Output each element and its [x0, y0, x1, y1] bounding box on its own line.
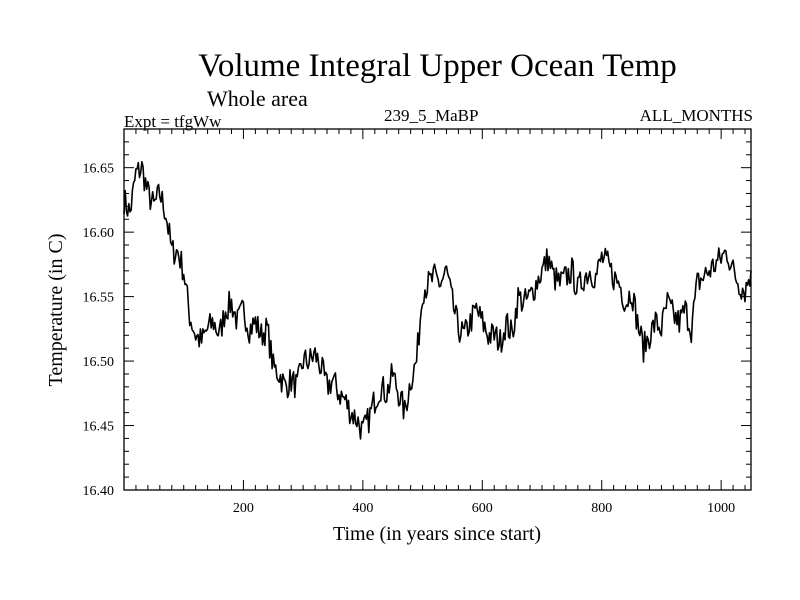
y-tick-label: 16.60 [83, 226, 115, 241]
axis-ticks [124, 129, 751, 490]
x-axis-label: Time (in years since start) [333, 523, 541, 545]
y-tick-label: 16.40 [83, 484, 115, 499]
y-axis-label: Temperature (in C) [45, 234, 67, 387]
x-tick-label: 600 [472, 501, 493, 516]
y-tick-label: 16.55 [83, 291, 115, 306]
chart-title: Volume Integral Upper Ocean Temp [198, 48, 677, 84]
run-label: 239_5_MaBP [384, 106, 479, 125]
period-label: ALL_MONTHS [639, 106, 753, 125]
x-tick-label: 200 [233, 501, 254, 516]
y-tick-labels: 16.40 16.45 16.50 16.55 16.60 16.65 [83, 162, 115, 499]
y-tick-label: 16.50 [83, 355, 115, 370]
temperature-series-line [123, 161, 752, 440]
x-tick-label: 400 [352, 501, 373, 516]
plot-frame [123, 128, 752, 491]
x-tick-label: 1000 [707, 501, 735, 516]
x-tick-label: 800 [591, 501, 612, 516]
x-tick-labels: 200 400 600 800 1000 [233, 501, 735, 516]
experiment-label: Expt = tfgWw [124, 112, 222, 131]
chart-subtitle: Whole area [207, 86, 308, 111]
y-tick-label: 16.65 [83, 162, 115, 177]
y-tick-label: 16.45 [83, 420, 115, 435]
